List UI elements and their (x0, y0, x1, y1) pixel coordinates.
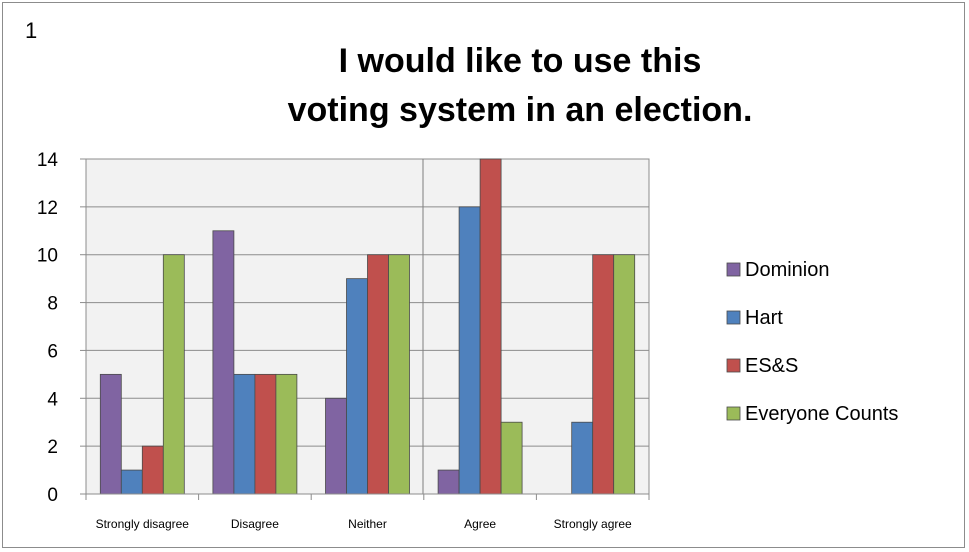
y-tick-label-8: 8 (47, 294, 58, 315)
x-axis-ticks: Strongly disagree Disagree Neither Agree Str… (85, 494, 650, 531)
x-tick-label-neither: Neither (348, 517, 387, 531)
bar-es-s-strongly-agree (592, 254, 615, 495)
bar-everyone-counts-strongly-disagree (162, 254, 185, 495)
chart-title: I would like to use this voting system i… (150, 37, 890, 135)
bar-dominion-disagree (212, 230, 235, 495)
y-axis-ticks: 0 2 4 6 8 10 12 14 (37, 150, 649, 506)
bar-es-s-strongly-disagree (141, 445, 164, 495)
bar-everyone-counts-strongly-agree (613, 254, 636, 495)
bar-hart-strongly-agree (571, 421, 594, 495)
bar-everyone-counts-disagree (275, 373, 298, 495)
legend-label-everyone-counts: Everyone Counts (745, 403, 898, 425)
legend: Dominion Hart ES&S Everyone Counts (726, 259, 898, 425)
page-number: 1 (25, 18, 38, 43)
legend-swatch-everyone-counts (726, 406, 741, 421)
bars (99, 158, 636, 495)
legend-label-dominion: Dominion (745, 259, 829, 281)
y-tick-label-0: 0 (47, 485, 58, 506)
x-tick-label-strongly-disagree: Strongly disagree (96, 517, 190, 531)
bar-hart-neither (346, 278, 368, 495)
legend-swatch-es-s (726, 358, 741, 373)
bar-everyone-counts-neither (388, 254, 410, 495)
x-tick-label-strongly-agree: Strongly agree (554, 517, 632, 531)
x-tick-label-agree: Agree (464, 517, 496, 531)
bar-dominion-agree (437, 469, 460, 495)
legend-swatch-dominion (726, 262, 741, 277)
y-tick-label-10: 10 (37, 246, 58, 267)
y-tick-label-2: 2 (47, 437, 58, 458)
chart-title-line-2: voting system in an election. (287, 91, 753, 129)
legend-label-es-s: ES&S (745, 355, 798, 377)
legend-label-hart: Hart (745, 307, 783, 329)
bar-hart-strongly-disagree (120, 469, 143, 495)
bar-es-s-agree (479, 158, 502, 495)
y-tick-label-12: 12 (37, 198, 58, 219)
bar-hart-disagree (233, 373, 256, 495)
bar-everyone-counts-agree (500, 421, 523, 495)
y-tick-label-6: 6 (47, 341, 58, 362)
bar-dominion-strongly-disagree (99, 373, 122, 495)
bar-dominion-neither (325, 397, 347, 495)
bar-es-s-neither (367, 254, 389, 495)
y-tick-label-4: 4 (47, 389, 58, 410)
bar-es-s-disagree (254, 373, 277, 495)
y-tick-label-14: 14 (37, 150, 59, 171)
legend-swatch-hart (726, 310, 741, 325)
x-tick-label-disagree: Disagree (231, 517, 279, 531)
bar-hart-agree (458, 206, 481, 495)
chart-title-line-1: I would like to use this (338, 42, 702, 80)
